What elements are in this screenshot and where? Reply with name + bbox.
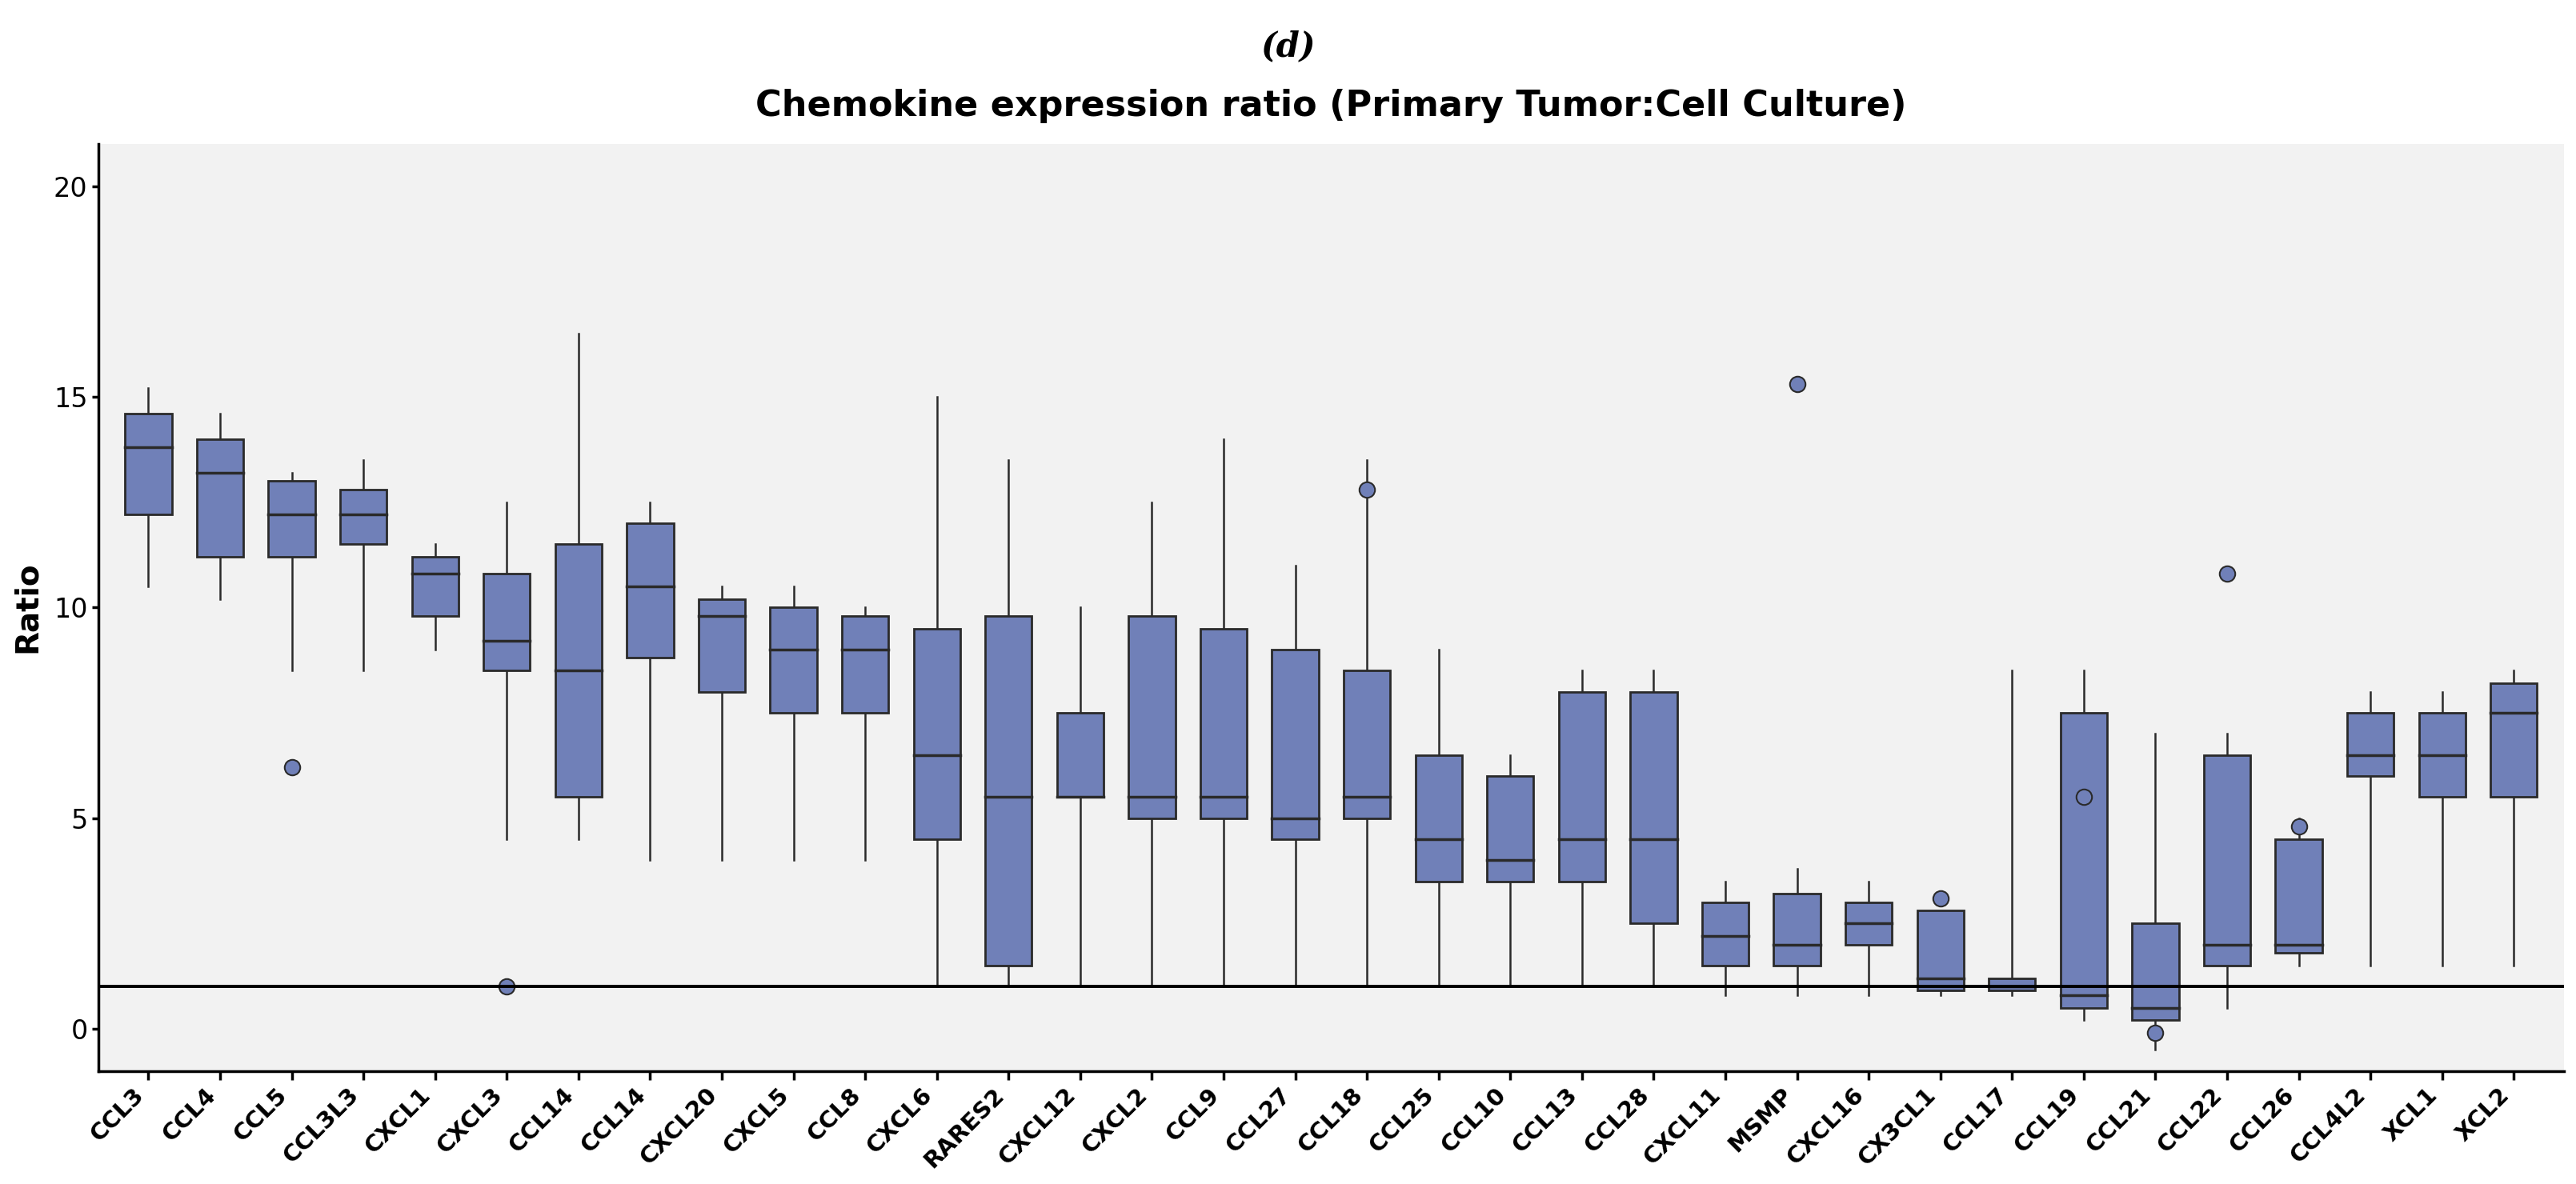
Bar xyxy=(1989,978,2035,991)
Text: (d): (d) xyxy=(1260,30,1316,63)
Bar xyxy=(196,439,242,556)
Bar xyxy=(2275,839,2321,953)
Bar xyxy=(1917,910,1963,991)
Y-axis label: Ratio: Ratio xyxy=(13,561,41,654)
Bar xyxy=(770,607,817,713)
Bar xyxy=(1631,691,1677,924)
Bar xyxy=(626,523,672,658)
Bar xyxy=(2491,683,2537,797)
Bar xyxy=(1128,616,1175,818)
Bar xyxy=(1345,670,1391,818)
Bar xyxy=(268,481,314,556)
Bar xyxy=(2205,755,2251,965)
Bar xyxy=(984,616,1033,965)
Bar xyxy=(2133,924,2179,1021)
Bar xyxy=(556,545,603,797)
Bar xyxy=(1273,650,1319,839)
Bar xyxy=(126,413,173,515)
Bar xyxy=(1775,894,1821,965)
Bar xyxy=(1844,902,1891,945)
Bar xyxy=(914,629,961,839)
Bar xyxy=(484,574,531,670)
Bar xyxy=(340,489,386,545)
Bar xyxy=(1056,713,1103,797)
Title: Chemokine expression ratio (Primary Tumor:Cell Culture): Chemokine expression ratio (Primary Tumo… xyxy=(755,89,1906,123)
Bar xyxy=(2347,713,2393,776)
Bar xyxy=(1414,755,1463,881)
Bar xyxy=(2061,713,2107,1008)
Bar xyxy=(412,556,459,616)
Bar xyxy=(1486,776,1533,881)
Bar xyxy=(2419,713,2465,797)
Bar xyxy=(1558,691,1605,881)
Bar xyxy=(842,616,889,713)
Bar xyxy=(698,599,744,691)
Bar xyxy=(1703,902,1749,965)
Bar xyxy=(1200,629,1247,818)
